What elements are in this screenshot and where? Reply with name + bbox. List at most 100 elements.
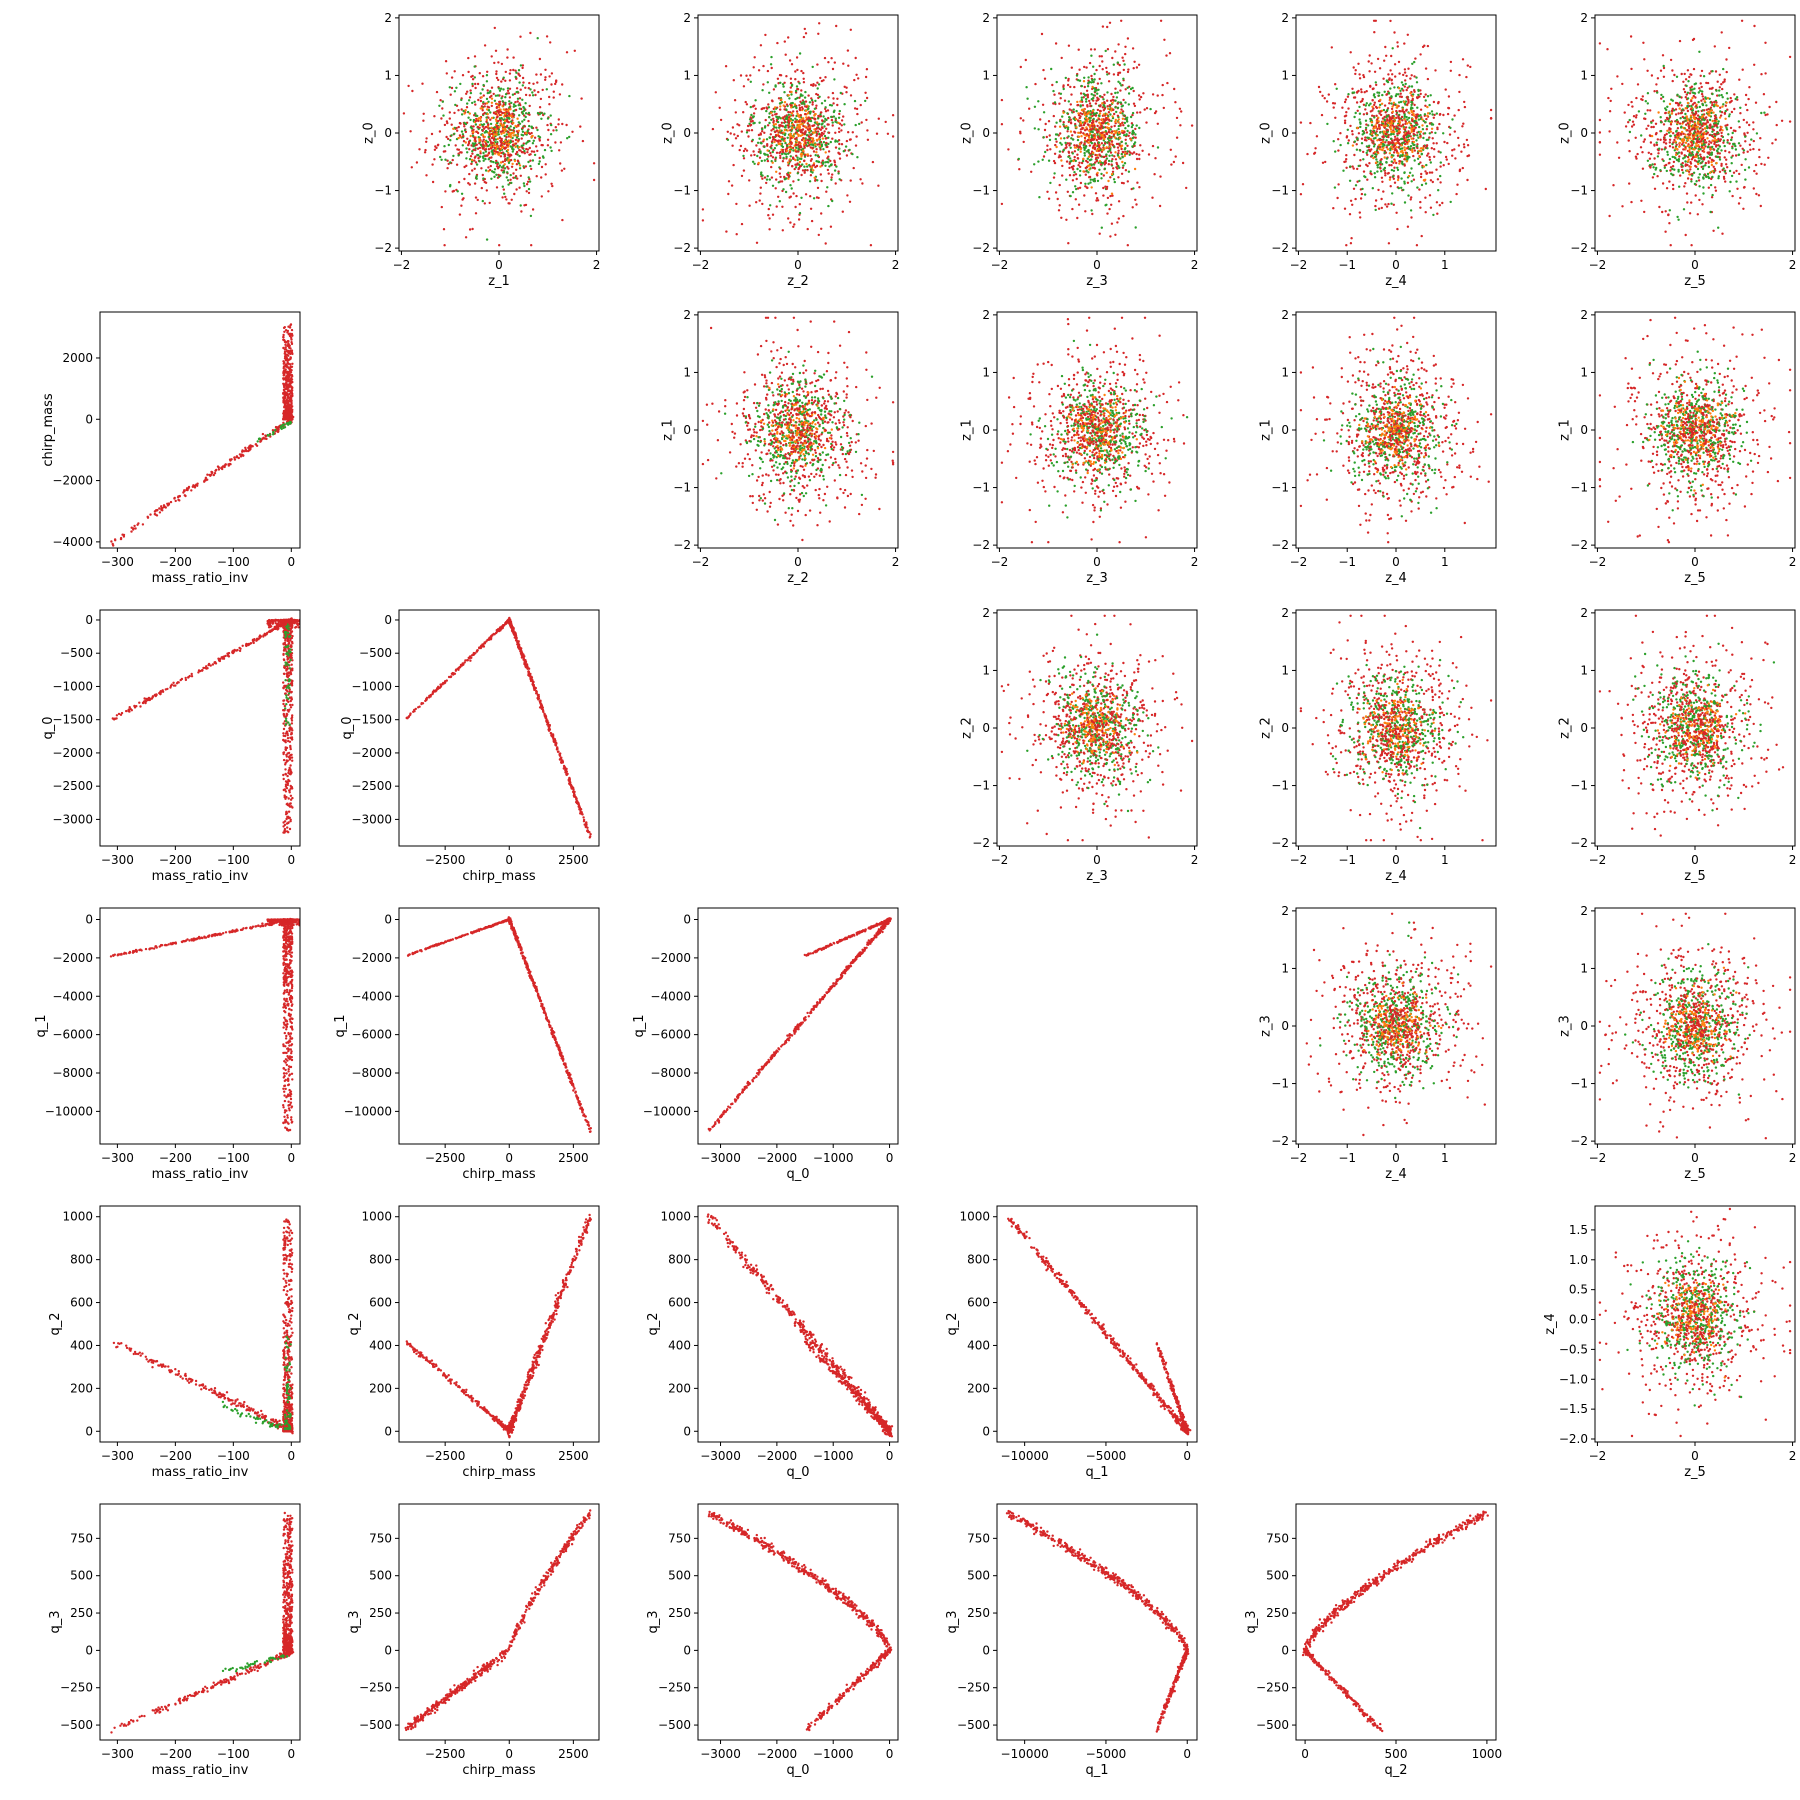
scatter-point <box>827 142 830 146</box>
scatter-point <box>787 110 790 114</box>
scatter-point <box>749 74 752 77</box>
scatter-point <box>759 141 762 145</box>
scatter-point <box>1460 150 1463 153</box>
scatter-point <box>1073 144 1076 147</box>
scatter-point <box>1110 172 1114 176</box>
scatter-point <box>1075 187 1078 191</box>
scatter-point <box>1377 110 1380 113</box>
scatter-point <box>444 150 447 153</box>
scatter-point <box>1413 119 1417 123</box>
scatter-point <box>504 129 507 132</box>
scatter-point <box>1061 164 1064 168</box>
scatter-point <box>781 229 784 232</box>
scatter-point <box>1054 42 1058 45</box>
scatter-point <box>1159 19 1163 22</box>
scatter-point <box>1093 142 1097 146</box>
scatter-point <box>1385 128 1389 132</box>
scatter-point <box>1415 244 1419 247</box>
scatter-point <box>1349 242 1353 245</box>
scatter-point <box>1361 99 1364 103</box>
scatter-point <box>1598 42 1602 45</box>
scatter-point <box>1121 129 1124 133</box>
scatter-point <box>465 157 468 160</box>
scatter-point <box>544 78 547 82</box>
scatter-point <box>1753 63 1756 66</box>
scatter-point <box>1412 130 1416 133</box>
scatter-point <box>536 149 539 153</box>
scatter-point <box>838 112 841 116</box>
scatter-point <box>512 109 515 113</box>
scatter-point <box>1407 116 1411 120</box>
scatter-point <box>783 101 787 104</box>
scatter-point <box>1332 207 1335 210</box>
scatter-point <box>461 74 465 77</box>
scatter-point <box>1386 172 1390 175</box>
scatter-point <box>1095 149 1099 152</box>
scatter-point <box>1345 154 1348 157</box>
scatter-point <box>505 118 509 122</box>
scatter-point <box>1352 167 1355 170</box>
scatter-point <box>1752 147 1755 151</box>
scatter-point <box>1410 127 1413 131</box>
scatter-point <box>1484 187 1488 191</box>
scatter-point <box>1117 142 1120 146</box>
scatter-point <box>474 82 477 86</box>
scatter-point <box>766 69 770 73</box>
scatter-point <box>891 135 895 138</box>
scatter-point <box>1410 85 1414 88</box>
scatter-point <box>1080 108 1084 112</box>
scatter-point <box>1121 151 1125 154</box>
scatter-point <box>448 117 451 120</box>
scatter-point <box>817 83 821 86</box>
scatter-point <box>1074 117 1078 121</box>
scatter-point <box>1404 79 1407 82</box>
scatter-point <box>1113 180 1117 184</box>
scatter-point <box>547 128 550 132</box>
scatter-point <box>474 112 477 115</box>
scatter-point <box>1337 149 1340 152</box>
scatter-point <box>1356 167 1359 171</box>
scatter-point <box>1054 133 1058 136</box>
scatter-point <box>1088 144 1092 147</box>
scatter-point <box>753 56 756 59</box>
scatter-point <box>1321 161 1325 164</box>
scatter-point <box>1103 93 1106 97</box>
scatter-point <box>473 182 477 185</box>
scatter-point <box>833 169 837 172</box>
scatter-point <box>496 103 499 106</box>
scatter-point <box>824 106 827 109</box>
scatter-point <box>1374 132 1377 135</box>
scatter-point <box>518 74 522 78</box>
scatter-point <box>1046 148 1049 152</box>
scatter-point <box>819 133 823 136</box>
scatter-point <box>1441 201 1444 205</box>
scatter-point <box>753 104 756 107</box>
scatter-point <box>498 89 502 92</box>
scatter-point <box>1380 123 1383 127</box>
scatter-point <box>787 177 790 180</box>
scatter-point <box>1368 54 1371 57</box>
scatter-point <box>518 167 522 170</box>
scatter-point <box>795 106 798 110</box>
scatter-point <box>830 115 833 119</box>
scatter-point <box>473 55 477 58</box>
scatter-point <box>1106 137 1110 140</box>
scatter-point <box>1417 93 1420 97</box>
scatter-point <box>1389 87 1392 90</box>
scatter-point <box>826 145 829 149</box>
scatter-point <box>1688 212 1692 215</box>
scatter-point <box>535 145 538 148</box>
scatter-point <box>1121 104 1125 107</box>
scatter-point <box>1052 176 1056 179</box>
scatter-point <box>1380 170 1383 173</box>
scatter-point <box>1466 178 1469 182</box>
scatter-point <box>852 166 855 170</box>
scatter-point <box>785 75 788 78</box>
scatter-point <box>1402 73 1405 77</box>
scatter-point <box>490 136 494 140</box>
scatter-point <box>1087 151 1091 154</box>
scatter-point <box>514 108 518 112</box>
scatter-point <box>811 84 815 87</box>
scatter-point <box>744 147 747 151</box>
